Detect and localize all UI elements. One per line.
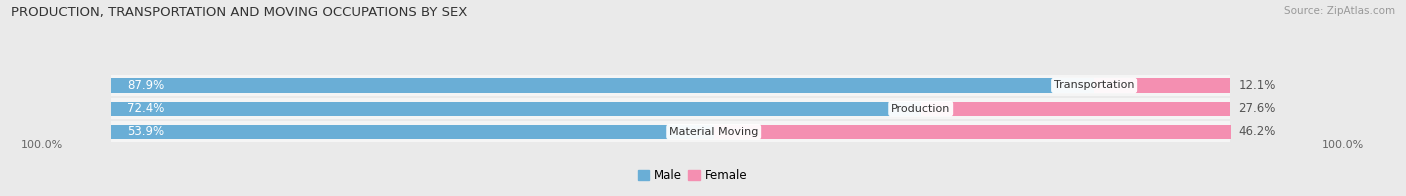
Text: Source: ZipAtlas.com: Source: ZipAtlas.com: [1284, 6, 1395, 16]
Bar: [111, 102, 921, 116]
Bar: [111, 75, 1229, 96]
Text: 53.9%: 53.9%: [128, 125, 165, 138]
Text: 87.9%: 87.9%: [128, 79, 165, 92]
Text: Production: Production: [891, 104, 950, 114]
Bar: [111, 125, 714, 139]
Bar: [111, 122, 1229, 142]
Text: 12.1%: 12.1%: [1239, 79, 1275, 92]
Legend: Male, Female: Male, Female: [633, 164, 752, 187]
Text: Material Moving: Material Moving: [669, 127, 758, 137]
Bar: [111, 98, 1229, 119]
Bar: [714, 125, 1230, 139]
Text: 27.6%: 27.6%: [1239, 102, 1275, 115]
Text: 100.0%: 100.0%: [21, 140, 63, 150]
Bar: [111, 78, 1094, 93]
Text: 72.4%: 72.4%: [128, 102, 165, 115]
Bar: [1094, 78, 1229, 93]
Text: 100.0%: 100.0%: [1322, 140, 1364, 150]
Bar: [921, 102, 1229, 116]
Text: PRODUCTION, TRANSPORTATION AND MOVING OCCUPATIONS BY SEX: PRODUCTION, TRANSPORTATION AND MOVING OC…: [11, 6, 468, 19]
Text: 46.2%: 46.2%: [1239, 125, 1275, 138]
Text: Transportation: Transportation: [1054, 81, 1135, 91]
